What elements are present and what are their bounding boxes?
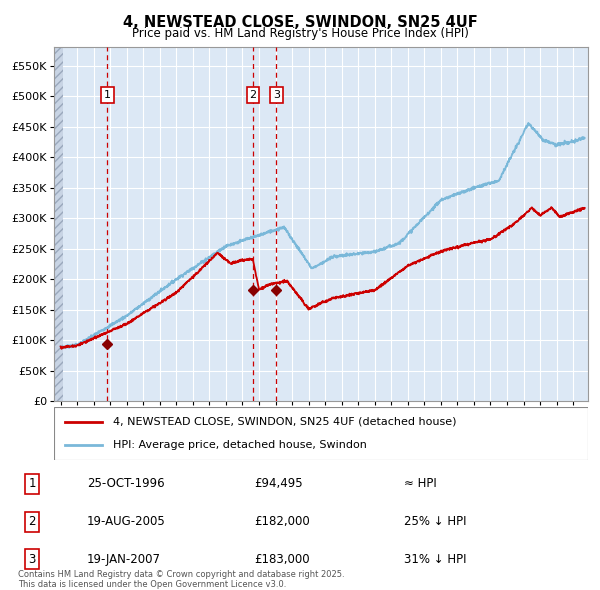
Text: £183,000: £183,000	[254, 553, 310, 566]
Text: 4, NEWSTEAD CLOSE, SWINDON, SN25 4UF (detached house): 4, NEWSTEAD CLOSE, SWINDON, SN25 4UF (de…	[113, 417, 456, 427]
FancyBboxPatch shape	[54, 407, 588, 460]
Text: 4, NEWSTEAD CLOSE, SWINDON, SN25 4UF: 4, NEWSTEAD CLOSE, SWINDON, SN25 4UF	[122, 15, 478, 30]
Text: 1: 1	[28, 477, 36, 490]
Text: £182,000: £182,000	[254, 515, 310, 528]
Text: 25-OCT-1996: 25-OCT-1996	[87, 477, 164, 490]
Text: 19-JAN-2007: 19-JAN-2007	[87, 553, 161, 566]
Bar	[54, 47, 63, 401]
Text: ≈ HPI: ≈ HPI	[404, 477, 436, 490]
Text: 1: 1	[104, 90, 111, 100]
Text: 2: 2	[250, 90, 256, 100]
Text: £94,495: £94,495	[254, 477, 302, 490]
Text: 19-AUG-2005: 19-AUG-2005	[87, 515, 166, 528]
Text: Contains HM Land Registry data © Crown copyright and database right 2025.
This d: Contains HM Land Registry data © Crown c…	[18, 570, 344, 589]
Text: 2: 2	[28, 515, 36, 528]
Text: 3: 3	[28, 553, 36, 566]
Text: Price paid vs. HM Land Registry's House Price Index (HPI): Price paid vs. HM Land Registry's House …	[131, 27, 469, 40]
Text: 3: 3	[273, 90, 280, 100]
Bar	[54, 47, 63, 401]
Text: 31% ↓ HPI: 31% ↓ HPI	[404, 553, 466, 566]
Text: HPI: Average price, detached house, Swindon: HPI: Average price, detached house, Swin…	[113, 440, 367, 450]
Text: 25% ↓ HPI: 25% ↓ HPI	[404, 515, 466, 528]
